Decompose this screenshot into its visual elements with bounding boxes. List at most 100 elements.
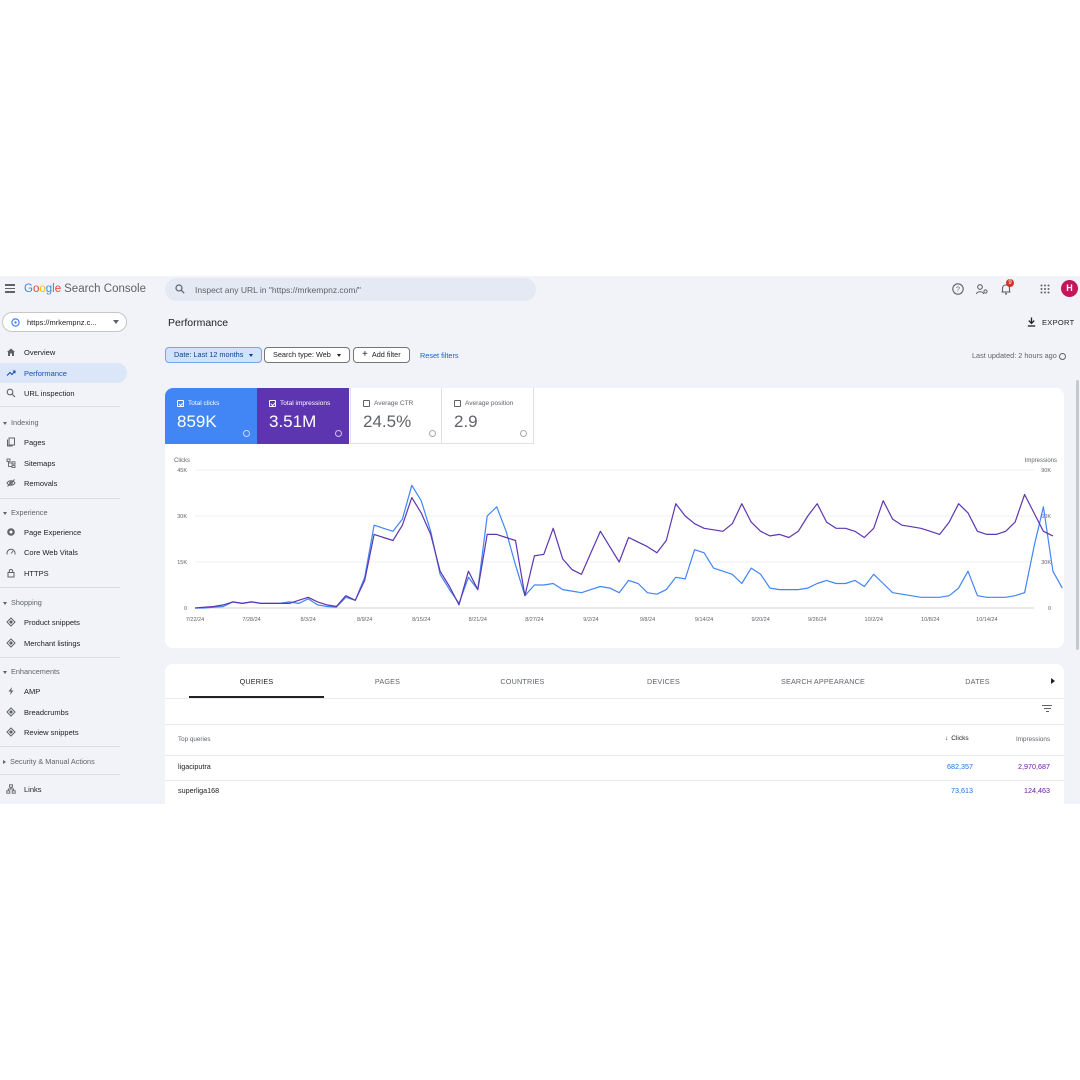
property-selector[interactable]: https://mrkempnz.c... (2, 312, 127, 332)
table-row-query[interactable]: ligaciputra (178, 762, 211, 771)
y-axis-right-title: Impressions (1025, 458, 1057, 464)
column-header-clicks[interactable]: ↓ Clicks (945, 735, 969, 742)
metric-value: 24.5% (363, 412, 412, 431)
sidebar-section-indexing[interactable]: Indexing (3, 418, 39, 427)
y-tick-left: 0 (184, 606, 187, 612)
y-tick-left: 15K (177, 560, 187, 566)
chevron-down-icon (3, 421, 7, 425)
column-header-impressions[interactable]: Impressions (1016, 736, 1050, 743)
checkbox-unchecked-icon[interactable] (363, 400, 370, 407)
sidebar-item-label: Overview (24, 348, 56, 357)
url-inspection-search[interactable]: Inspect any URL in "https://mrkempnz.com… (165, 278, 536, 301)
x-tick-label: 10/14/24 (976, 617, 997, 623)
google-wordmark: Google (24, 283, 62, 295)
sidebar-item-pages[interactable]: Pages (0, 432, 127, 452)
search-icon (6, 388, 16, 398)
hamburger-menu-icon[interactable] (5, 284, 15, 293)
filter-rows-icon[interactable] (1042, 705, 1052, 713)
help-icon[interactable]: ? (951, 282, 965, 296)
sidebar-item-merchant-listings[interactable]: Merchant listings (0, 633, 127, 653)
sidebar-item-label: Pages (24, 438, 46, 447)
x-tick-label: 9/8/24 (640, 617, 655, 623)
metric-total-impressions[interactable]: Total impressions 3.51M (257, 388, 349, 444)
sidebar-item-amp[interactable]: AMP (0, 681, 127, 701)
page-scrollbar[interactable] (1076, 380, 1079, 650)
help-icon[interactable] (335, 430, 342, 437)
x-tick-label: 9/2/24 (583, 617, 598, 623)
x-tick-label: 8/21/24 (469, 617, 487, 623)
date-filter-chip[interactable]: Date: Last 12 months (165, 347, 263, 363)
svg-text:?: ? (956, 287, 960, 294)
table-row-query[interactable]: superliga168 (178, 786, 220, 795)
search-type-chip[interactable]: Search type: Web (264, 347, 350, 363)
sidebar-item-https[interactable]: HTTPS (0, 563, 127, 583)
sidebar-item-removals[interactable]: Removals (0, 473, 127, 493)
sidebar-item-label: Links (24, 785, 42, 794)
sidebar-item-overview[interactable]: Overview (0, 342, 127, 362)
metric-average-ctr[interactable]: Average CTR 24.5% (350, 388, 442, 444)
tab-devices[interactable]: DEVICES (647, 677, 680, 686)
table-row-clicks: 73,613 (951, 786, 973, 795)
metric-average-position[interactable]: Average position 2.9 (442, 388, 534, 444)
x-tick-label: 9/26/24 (808, 617, 826, 623)
top-bar: Google Search Console Inspect any URL in … (0, 276, 1080, 304)
sidebar-section-enhancements[interactable]: Enhancements (3, 667, 60, 676)
x-tick-label: 7/22/24 (186, 617, 204, 623)
add-filter-button[interactable]: + Add filter (353, 347, 410, 363)
sidebar-item-performance[interactable]: Performance (0, 363, 127, 383)
checkbox-checked-icon[interactable] (269, 400, 276, 407)
sidebar-item-core-web-vitals[interactable]: Core Web Vitals (0, 542, 127, 562)
metric-label: Total impressions (280, 400, 331, 407)
sidebar-item-page-experience[interactable]: Page Experience (0, 522, 127, 542)
x-tick-label: 8/15/24 (412, 617, 430, 623)
page-experience-icon (7, 528, 15, 536)
arrow-down-icon: ↓ (945, 735, 949, 742)
sidebar-section-shopping[interactable]: Shopping (3, 598, 42, 607)
sidebar-item-url-inspection[interactable]: URL inspection (0, 383, 127, 403)
product-name: Search Console (64, 283, 146, 295)
reset-filters-link[interactable]: Reset filters (420, 351, 459, 360)
apps-grid-icon[interactable] (1038, 282, 1052, 296)
search-input[interactable]: Inspect any URL in "https://mrkempnz.com… (195, 285, 361, 295)
info-icon[interactable] (1058, 352, 1066, 360)
sidebar-item-links[interactable]: Links (0, 779, 127, 799)
tab-search-appearance[interactable]: SEARCH APPEARANCE (780, 677, 866, 686)
tab-countries[interactable]: COUNTRIES (500, 677, 545, 686)
y-tick-right: 30K (1041, 560, 1051, 566)
export-label: EXPORT (1042, 318, 1075, 327)
sitemap-icon (6, 458, 16, 468)
page-title: Performance (168, 317, 229, 329)
performance-line-chart[interactable]: Clicks Impressions 0 0 15K 30K 30K 60K 45K 90K 7/2… (165, 452, 1064, 644)
sidebar-section-experience[interactable]: Experience (3, 508, 48, 517)
dimensions-table-card: QUERIES PAGES COUNTRIES DEVICES SEARCH A… (165, 664, 1064, 804)
checkbox-checked-icon[interactable] (177, 400, 184, 407)
help-icon[interactable] (243, 430, 250, 437)
search-console-logo[interactable]: Google Search Console (24, 283, 146, 295)
manage-users-icon[interactable] (975, 282, 989, 296)
x-tick-label: 10/8/24 (921, 617, 939, 623)
metric-total-clicks[interactable]: Total clicks 859K (165, 388, 257, 444)
notification-badge: 9 (1006, 279, 1014, 287)
active-tab-indicator (189, 696, 324, 698)
y-tick-right: 0 (1048, 606, 1051, 612)
bolt-icon (8, 687, 14, 695)
tab-queries[interactable]: QUERIES (239, 677, 274, 686)
tab-pages[interactable]: PAGES (374, 677, 401, 686)
chevron-right-icon[interactable] (1051, 678, 1055, 684)
table-row-impressions: 2,970,687 (1018, 762, 1050, 771)
table-row-impressions: 124,463 (1024, 786, 1050, 795)
chevron-down-icon (3, 601, 7, 605)
sidebar-item-breadcrumbs[interactable]: Breadcrumbs (0, 702, 127, 722)
speed-icon (6, 548, 16, 555)
help-icon[interactable] (520, 430, 527, 437)
help-icon[interactable] (429, 430, 436, 437)
tab-dates[interactable]: DATES (965, 677, 990, 686)
y-tick-right: 90K (1041, 468, 1051, 474)
sidebar-item-product-snippets[interactable]: Product snippets (0, 612, 127, 632)
checkbox-unchecked-icon[interactable] (454, 400, 461, 407)
sidebar-item-review-snippets[interactable]: Review snippets (0, 722, 127, 742)
account-avatar[interactable]: H (1061, 280, 1078, 297)
sidebar-section-security[interactable]: Security & Manual Actions (3, 757, 95, 766)
sidebar-item-sitemaps[interactable]: Sitemaps (0, 453, 127, 473)
metric-label: Average CTR (374, 400, 414, 407)
